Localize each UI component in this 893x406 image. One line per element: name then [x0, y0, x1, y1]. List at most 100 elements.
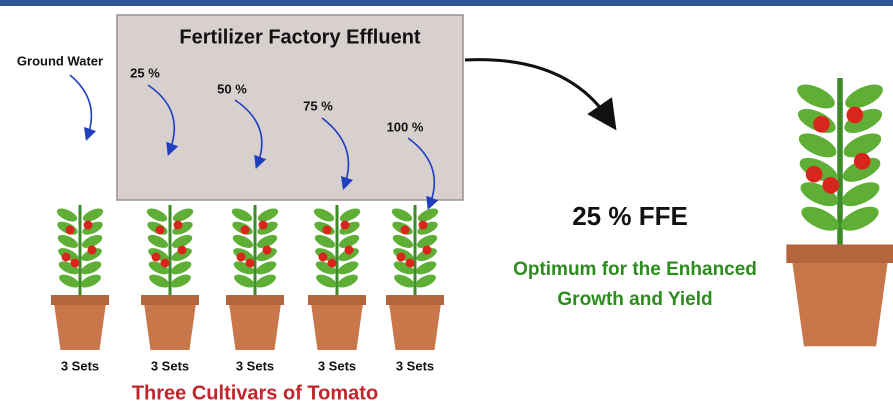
pot [229, 303, 281, 350]
tomato [419, 221, 428, 230]
pot-rim [51, 295, 109, 305]
tomato [156, 226, 165, 235]
tomato [237, 253, 246, 262]
tomato [161, 259, 170, 268]
leaf [390, 206, 414, 224]
leaf [336, 272, 360, 290]
leaf [232, 272, 256, 290]
leaf [838, 202, 883, 236]
pot-label: 3 Sets [396, 358, 434, 373]
tomato [854, 153, 871, 170]
pot-label: 3 Sets [318, 358, 356, 373]
tomato [88, 246, 97, 255]
box-title: Fertilizer Factory Effluent [179, 26, 420, 48]
pot-label: 3 Sets [61, 358, 99, 373]
pot [311, 303, 363, 350]
leaf [79, 259, 103, 277]
tomato [806, 166, 823, 183]
leaf [415, 219, 439, 237]
source-label: Ground Water [17, 53, 103, 68]
pot [54, 303, 106, 350]
tomato [62, 253, 71, 262]
treatment-label: 100 % [387, 119, 424, 134]
leaf [56, 232, 80, 250]
leaf [314, 272, 338, 290]
leaf [336, 259, 360, 277]
leaf [147, 272, 171, 290]
leaf [146, 232, 170, 250]
leaf [256, 206, 280, 224]
leaf [838, 177, 883, 211]
pot-rim [141, 295, 199, 305]
tomato [423, 246, 432, 255]
leaf [254, 272, 278, 290]
pot-label: 3 Sets [236, 358, 274, 373]
leaf [841, 104, 886, 138]
treatment-label: 50 % [217, 81, 247, 96]
tomato [822, 177, 839, 194]
pot-rim [308, 295, 366, 305]
tomato [323, 226, 332, 235]
leaf [169, 259, 193, 277]
leaf [171, 206, 195, 224]
tomato [846, 107, 863, 124]
tomato [345, 246, 354, 255]
leaf [795, 128, 840, 162]
tomato [174, 221, 183, 230]
leaf [313, 232, 337, 250]
leaf [414, 272, 438, 290]
tomato [246, 259, 255, 268]
tomato [328, 259, 337, 268]
pot [389, 303, 441, 350]
leaf [55, 206, 79, 224]
leaf [391, 232, 415, 250]
leaf [798, 202, 843, 236]
top-bar [0, 0, 893, 6]
leaf [231, 232, 255, 250]
tomato [401, 226, 410, 235]
tomato [263, 246, 272, 255]
pot [144, 303, 196, 350]
treatment-label: 75 % [303, 98, 333, 113]
leaf [81, 206, 105, 224]
tomato [341, 221, 350, 230]
pot-label: 3 Sets [151, 358, 189, 373]
tomato [178, 246, 187, 255]
tomato [71, 259, 80, 268]
result-line: Growth and Yield [557, 289, 712, 310]
leaf [57, 272, 81, 290]
leaf [170, 219, 194, 237]
leaf [337, 219, 361, 237]
leaf [255, 219, 279, 237]
leaf [145, 206, 169, 224]
tomato [319, 253, 328, 262]
pot [792, 259, 888, 346]
tomato [259, 221, 268, 230]
graphical-abstract: Fertilizer Factory Effluent Ground Water… [0, 0, 893, 406]
pot-rim [386, 295, 444, 305]
result-arrow [465, 60, 608, 118]
leaf [794, 80, 839, 114]
leaf [312, 206, 336, 224]
result-line: Optimum for the Enhanced [513, 259, 757, 280]
tomato [397, 253, 406, 262]
leaf [254, 259, 278, 277]
footer: Three Cultivars of Tomato [132, 382, 378, 404]
pot-rim [226, 295, 284, 305]
pot-rim [786, 245, 893, 264]
tomato [813, 116, 830, 133]
leaf [169, 272, 193, 290]
leaf [338, 206, 362, 224]
leaf [842, 80, 887, 114]
tomato [406, 259, 415, 268]
tomato [152, 253, 161, 262]
tomato [84, 221, 93, 230]
leaf [79, 272, 103, 290]
leaf [80, 219, 104, 237]
treatment-label: 25 % [130, 65, 160, 80]
tomato [241, 226, 250, 235]
leaf [414, 259, 438, 277]
result-title: 25 % FFE [572, 201, 688, 231]
leaf [392, 272, 416, 290]
tomato [66, 226, 75, 235]
